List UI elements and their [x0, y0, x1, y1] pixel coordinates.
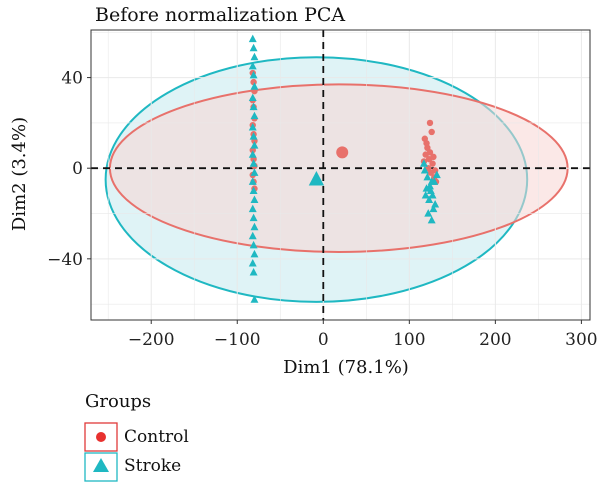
data-point-stroke [421, 190, 430, 199]
data-point-stroke [248, 258, 257, 267]
legend-label-stroke: Stroke [124, 456, 181, 476]
y-tick-label: 40 [61, 69, 83, 89]
data-point-stroke [426, 186, 435, 194]
data-point-stroke [250, 222, 259, 231]
centroid-stroke [308, 171, 325, 186]
data-point-stroke [423, 172, 432, 181]
data-point-stroke [427, 215, 436, 224]
data-point-stroke [424, 209, 433, 217]
data-point-stroke [249, 213, 258, 222]
data-point-stroke [429, 204, 438, 213]
data-point-stroke [250, 168, 259, 176]
data-point-stroke [249, 159, 258, 167]
data-point-stroke [250, 249, 259, 258]
data-point-stroke [249, 132, 258, 140]
data-point-control [429, 160, 436, 167]
data-point-stroke [249, 43, 258, 52]
data-point-stroke [427, 177, 436, 185]
data-point-stroke [422, 184, 431, 192]
y-axis-label: Dim2 (3.4%) [9, 117, 30, 231]
x-tick-label: 100 [393, 330, 425, 350]
legend-label-control: Control [124, 427, 189, 447]
legend-stroke-triangle-icon [93, 458, 109, 472]
data-point-control [430, 153, 437, 161]
centroid-control [336, 146, 349, 159]
x-tick-label: 200 [479, 330, 511, 350]
x-tick-label: 0 [318, 330, 329, 350]
legend-title: Groups [85, 391, 151, 412]
data-point-stroke [432, 170, 441, 179]
data-point-stroke [249, 268, 258, 276]
data-point-stroke [248, 177, 257, 185]
data-point-stroke [249, 240, 258, 249]
data-point-stroke [419, 159, 428, 167]
data-point-stroke [250, 111, 259, 120]
y-tick-label: −40 [47, 250, 83, 270]
data-point-control [426, 119, 434, 127]
x-axis-label: Dim1 (78.1%) [283, 357, 409, 378]
data-point-stroke [248, 34, 257, 43]
data-point-stroke [250, 195, 259, 204]
x-tick-label: −100 [214, 330, 261, 350]
data-point-stroke [248, 93, 257, 102]
data-point-stroke [428, 190, 437, 199]
data-point-control [423, 140, 430, 147]
data-point-stroke [249, 70, 258, 79]
data-point-stroke [250, 295, 259, 303]
legend-control-circle-icon [96, 432, 106, 442]
data-point-stroke [420, 166, 429, 174]
legend: Groups Control Stroke [84, 391, 189, 482]
data-point-stroke [425, 195, 434, 204]
x-tick-label: 300 [565, 330, 597, 350]
data-point-control [428, 128, 435, 136]
data-point-stroke [248, 231, 257, 240]
data-point-stroke [249, 186, 258, 194]
plot-frame [90, 29, 591, 321]
data-point-stroke [248, 61, 257, 70]
data-point-stroke [250, 141, 259, 149]
chart-title: Before normalization PCA [95, 4, 345, 26]
data-point-stroke [249, 102, 258, 111]
y-tick-label: 0 [72, 159, 83, 179]
x-tick-label: −200 [128, 330, 175, 350]
data-point-control [426, 149, 434, 156]
data-point-stroke [248, 204, 257, 213]
data-point-stroke [250, 52, 259, 61]
data-point-stroke [248, 123, 257, 131]
data-point-stroke [248, 150, 257, 158]
data-point-stroke [250, 82, 259, 90]
